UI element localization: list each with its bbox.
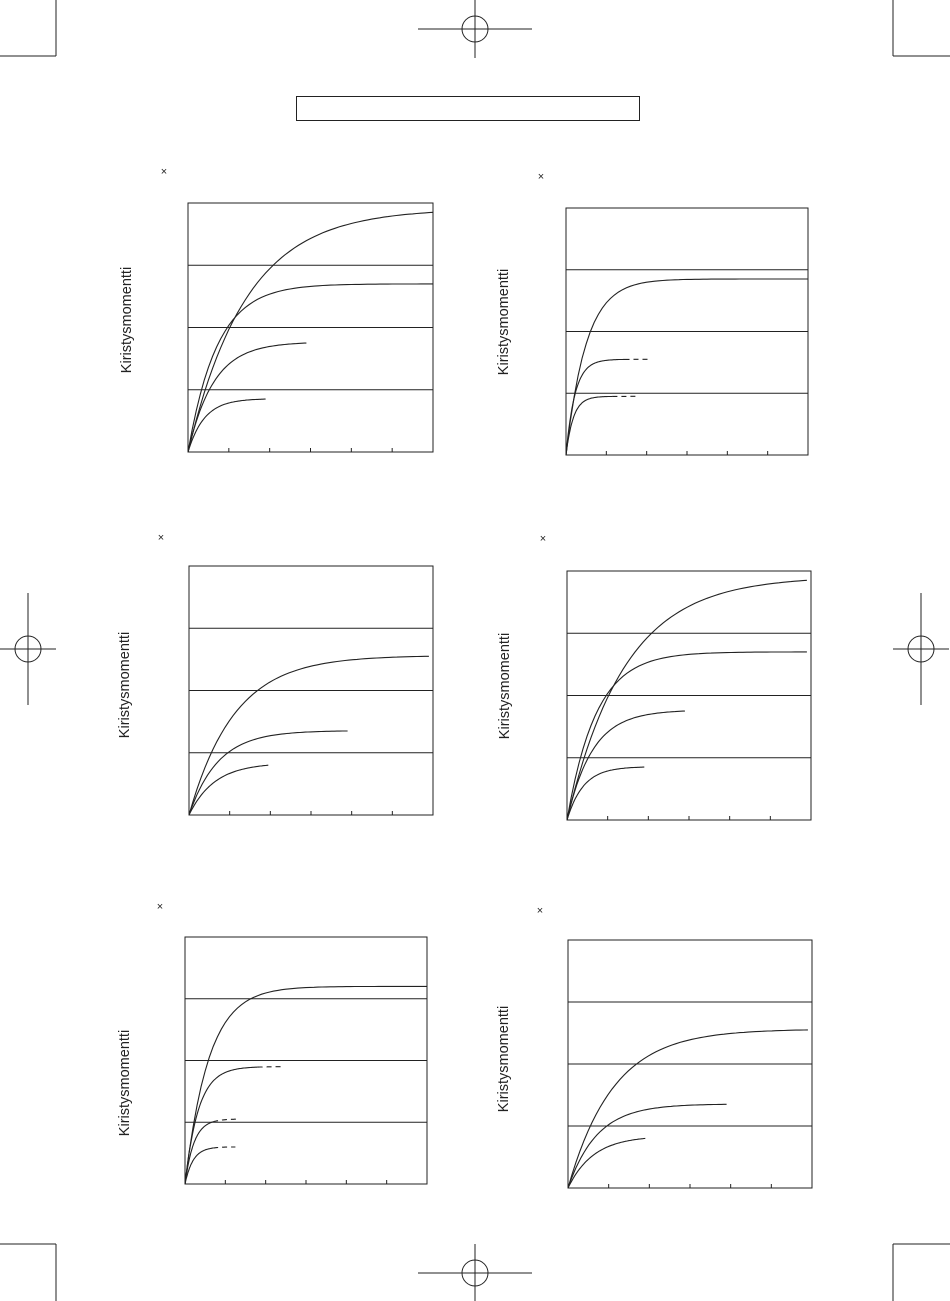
chart-bottom-left: Kiristysmomentti × bbox=[117, 901, 428, 1185]
y-axis-label: Kiristysmomentti bbox=[497, 633, 513, 739]
series-line bbox=[566, 651, 807, 821]
y-axis-label: Kiristysmomentti bbox=[496, 1006, 512, 1112]
series-line-dashed bbox=[213, 1146, 236, 1149]
title-box bbox=[296, 96, 640, 121]
series-line bbox=[188, 730, 348, 816]
multiplier-mark: × bbox=[538, 171, 544, 183]
y-axis-label: Kiristysmomentti bbox=[496, 269, 512, 375]
multiplier-mark: × bbox=[540, 533, 546, 545]
series-line bbox=[184, 1121, 214, 1185]
series-line bbox=[566, 579, 807, 821]
series-line bbox=[566, 766, 645, 821]
chart-bottom-right: Kiristysmomentti × bbox=[496, 905, 813, 1189]
series-line bbox=[566, 710, 685, 821]
chart-top-right: Kiristysmomentti × bbox=[496, 171, 809, 456]
multiplier-mark: × bbox=[157, 901, 163, 913]
series-line bbox=[187, 398, 266, 453]
series-line bbox=[187, 283, 433, 453]
series-line-dashed bbox=[212, 1118, 238, 1123]
series-line bbox=[184, 1066, 258, 1185]
chart-middle-right: Kiristysmomentti × bbox=[497, 533, 812, 821]
y-axis-label: Kiristysmomentti bbox=[117, 632, 133, 738]
series-line bbox=[567, 1029, 808, 1189]
chart-top-left: Kiristysmomentti × bbox=[119, 166, 434, 453]
series-line bbox=[565, 278, 808, 456]
series-line bbox=[184, 1147, 214, 1185]
multiplier-mark: × bbox=[158, 532, 164, 544]
multiplier-mark: × bbox=[537, 905, 543, 917]
multiplier-mark: × bbox=[161, 166, 167, 178]
series-line bbox=[184, 985, 427, 1185]
y-axis-label: Kiristysmomentti bbox=[119, 267, 135, 373]
series-line bbox=[567, 1103, 727, 1189]
series-line bbox=[567, 1137, 646, 1189]
y-axis-label: Kiristysmomentti bbox=[117, 1030, 133, 1136]
series-line bbox=[187, 342, 307, 453]
series-line bbox=[565, 358, 625, 456]
series-line bbox=[188, 655, 429, 816]
chart-middle-left: Kiristysmomentti × bbox=[117, 532, 434, 816]
series-line bbox=[187, 211, 434, 453]
series-line bbox=[188, 764, 269, 816]
series-line bbox=[565, 395, 613, 456]
